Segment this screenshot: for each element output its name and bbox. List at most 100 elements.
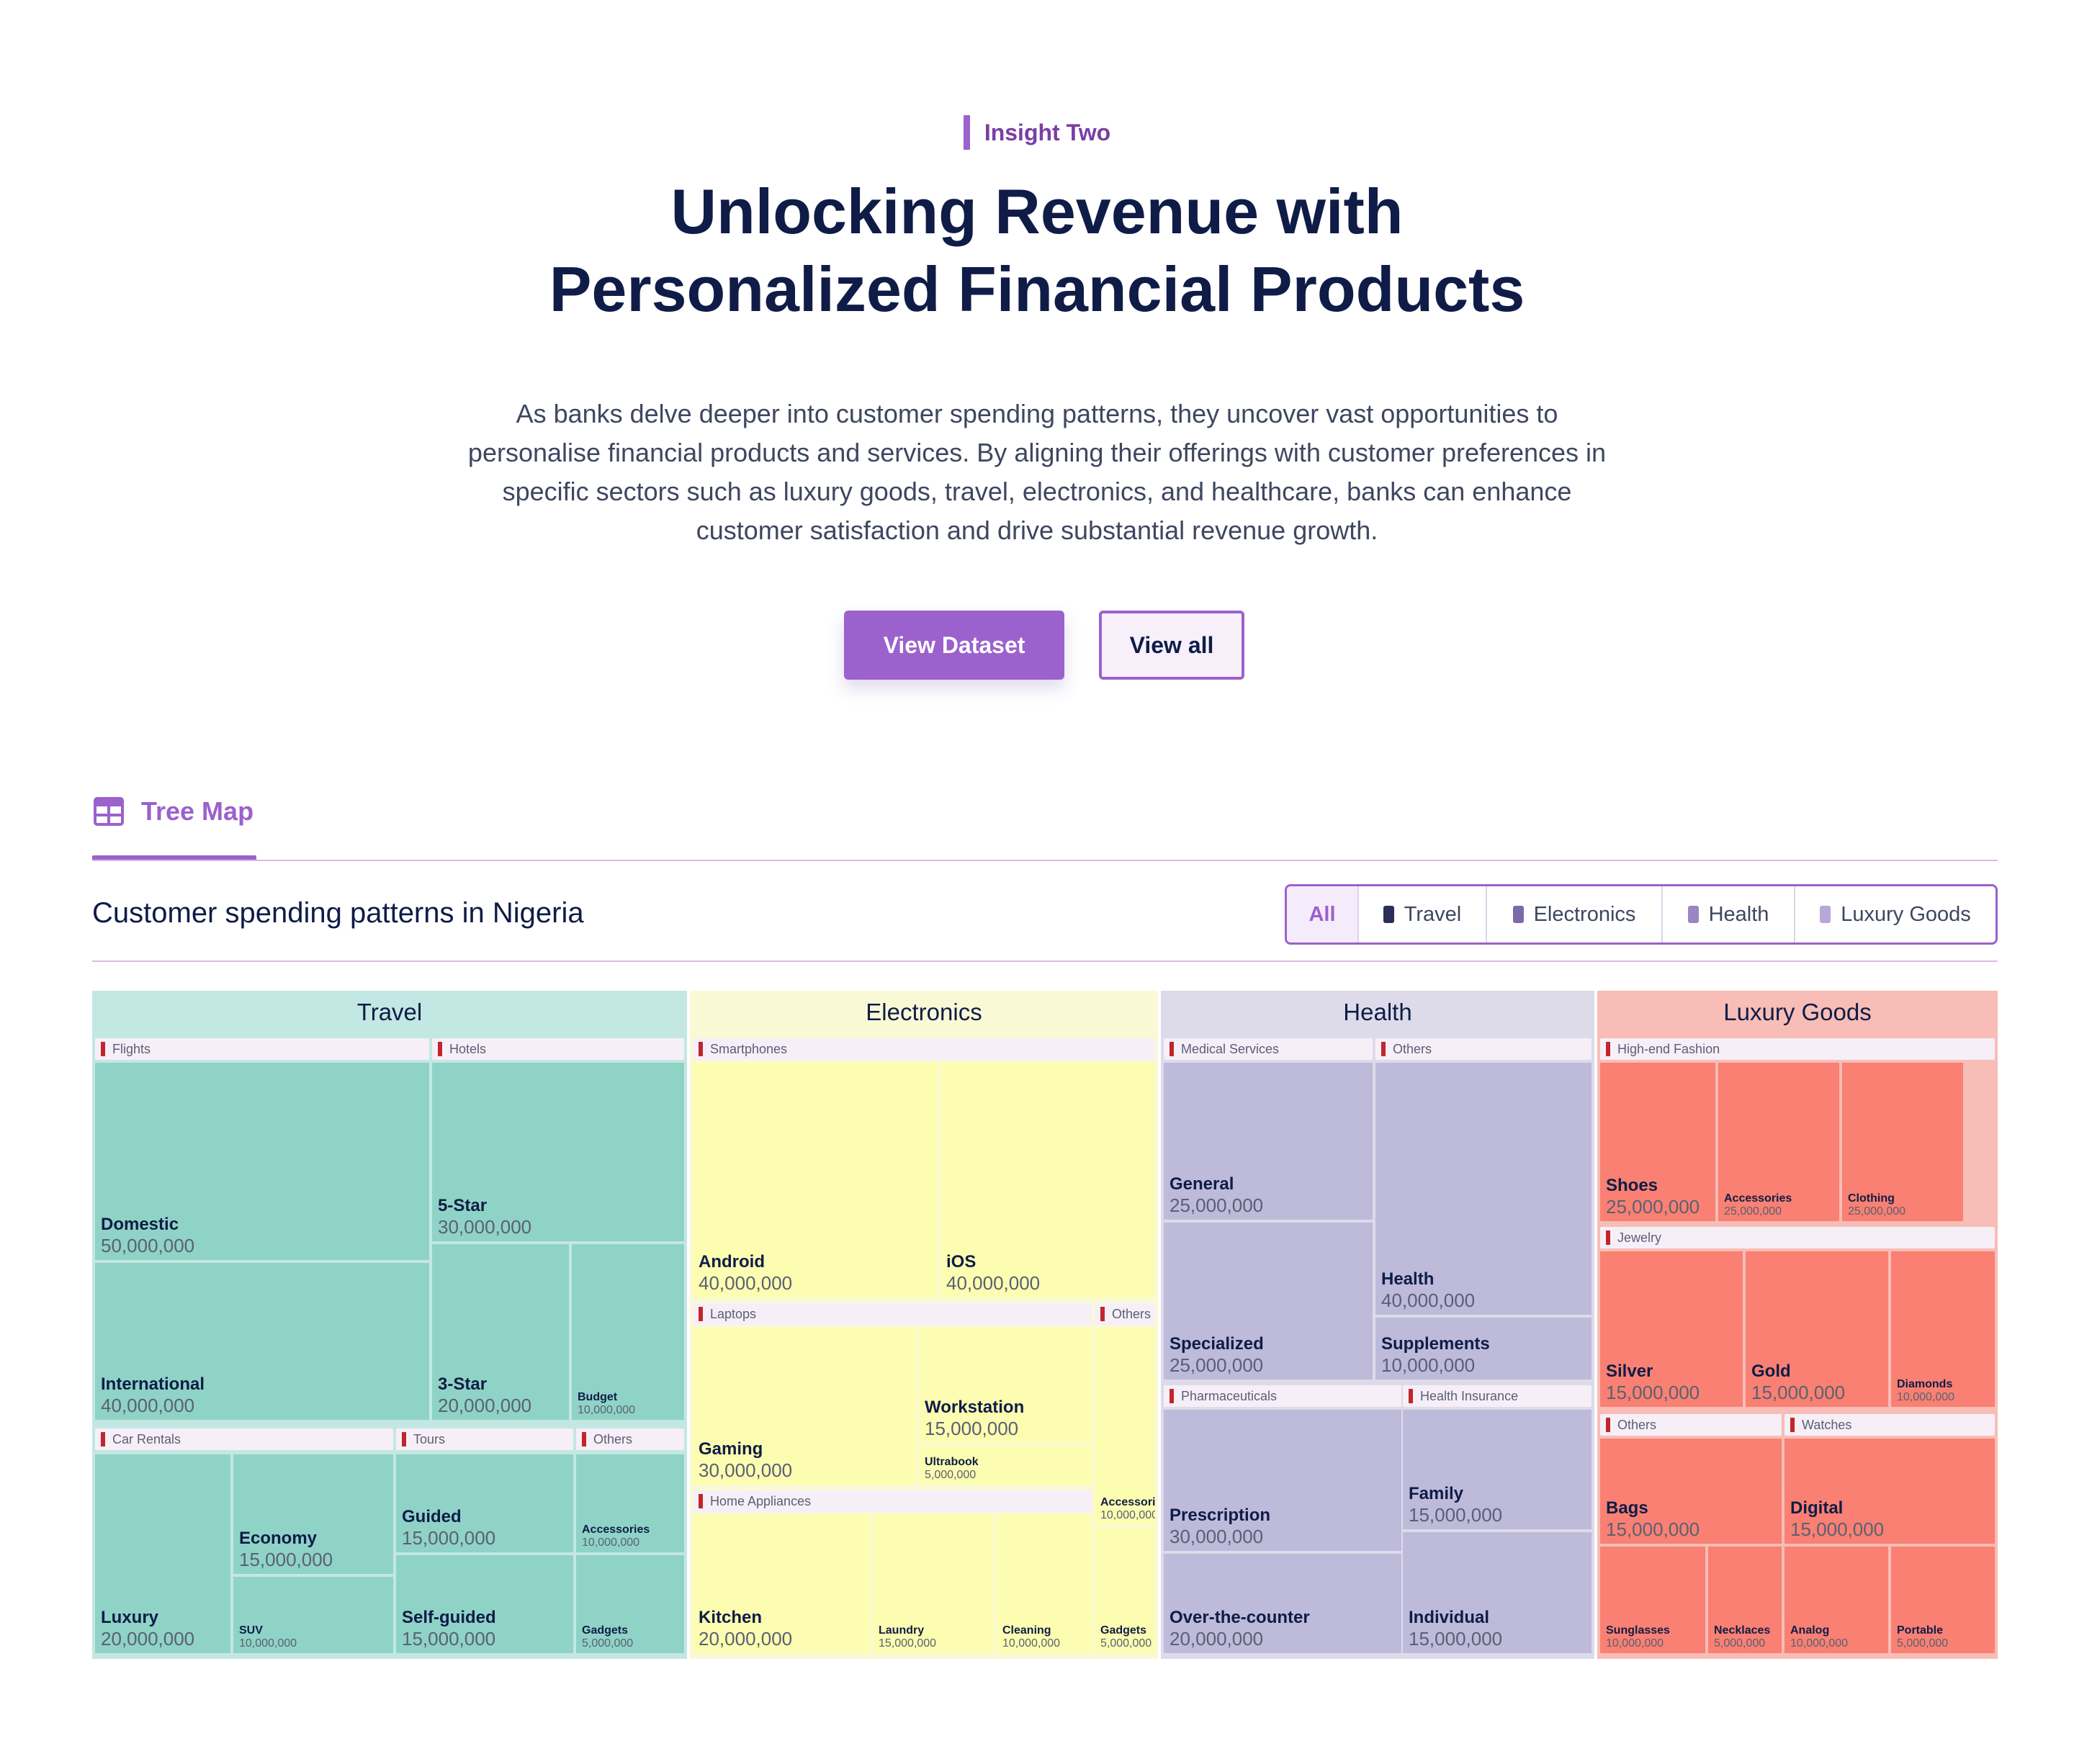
leaf-value: 20,000,000: [438, 1395, 532, 1416]
leaf-value: 15,000,000: [1409, 1504, 1503, 1526]
treemap-sector-luxury-goods: Luxury Goods High-end Fashion Jewelry Other…: [1597, 991, 1998, 1659]
leaf-name: Domestic: [101, 1215, 179, 1234]
leaf-value: 5,000,000: [1100, 1637, 1152, 1650]
treemap-leaf[interactable]: Prescription 30,000,000: [1164, 1410, 1401, 1551]
leaf-value: 30,000,000: [1170, 1526, 1264, 1547]
filter-travel-label: Travel: [1404, 902, 1462, 926]
filter-luxury-goods[interactable]: Luxury Goods: [1795, 886, 1996, 942]
leaf-value: 15,000,000: [1409, 1628, 1503, 1650]
eyebrow-label: Insight Two: [984, 119, 1111, 145]
filter-all[interactable]: All: [1287, 886, 1359, 942]
treemap-leaf[interactable]: Health 40,000,000: [1375, 1063, 1592, 1315]
treemap-leaf[interactable]: Android 40,000,000: [693, 1063, 938, 1297]
treemap-sector-health: Health Medical Services Others Pharmaceutic…: [1161, 991, 1594, 1659]
treemap-leaf[interactable]: Sunglasses 10,000,000: [1600, 1547, 1705, 1653]
treemap-leaf[interactable]: Digital 15,000,000: [1785, 1439, 1995, 1544]
leaf-value: 5,000,000: [582, 1637, 634, 1650]
treemap-group-label: Tours: [396, 1428, 573, 1450]
leaf-name: Clothing: [1848, 1192, 1895, 1205]
view-dataset-button[interactable]: View Dataset: [844, 611, 1064, 680]
leaf-name: Silver: [1606, 1362, 1653, 1381]
treemap-leaf[interactable]: Laundry 15,000,000: [873, 1515, 994, 1653]
group-marker-icon: [699, 1307, 703, 1321]
leaf-name: General: [1170, 1174, 1234, 1194]
treemap-leaf[interactable]: Analog 10,000,000: [1785, 1547, 1888, 1653]
leaf-value: 25,000,000: [1170, 1194, 1264, 1216]
group-label-text: Others: [1617, 1417, 1657, 1432]
group-marker-icon: [1606, 1418, 1610, 1432]
treemap-leaf[interactable]: Budget 10,000,000: [572, 1244, 684, 1420]
treemap-sector-title: Travel: [356, 999, 423, 1025]
treemap-leaf[interactable]: General 25,000,000: [1164, 1063, 1373, 1220]
group-marker-icon: [101, 1042, 105, 1056]
electronics-swatch-icon: [1512, 906, 1524, 923]
treemap-leaf[interactable]: Clothing 25,000,000: [1842, 1063, 1963, 1221]
treemap-sector-title: Electronics: [866, 999, 982, 1025]
leaf-name: Necklaces: [1714, 1624, 1771, 1637]
leaf-value: 20,000,000: [699, 1628, 793, 1650]
treemap-group-label: Health Insurance: [1403, 1385, 1592, 1407]
treemap-leaf[interactable]: Silver 15,000,000: [1600, 1251, 1743, 1407]
leaf-name: Workstation: [925, 1398, 1025, 1417]
treemap-leaf[interactable]: iOS 40,000,000: [941, 1063, 1155, 1297]
leaf-value: 15,000,000: [925, 1418, 1019, 1439]
treemap-leaf[interactable]: Cleaning 10,000,000: [997, 1515, 1092, 1653]
treemap-leaf[interactable]: Accessories 25,000,000: [1718, 1063, 1839, 1221]
treemap-leaf[interactable]: Shoes 25,000,000: [1600, 1063, 1715, 1221]
filter-luxury-goods-label: Luxury Goods: [1841, 902, 1971, 926]
tab-tree-map[interactable]: Tree Map: [94, 796, 253, 827]
leaf-name: Shoes: [1606, 1176, 1658, 1195]
treemap-leaf[interactable]: Individual 15,000,000: [1403, 1532, 1592, 1653]
leaf-value: 15,000,000: [1790, 1518, 1885, 1540]
group-label-text: Others: [1112, 1306, 1152, 1321]
leaf-name: Gadgets: [582, 1624, 629, 1637]
treemap-leaf[interactable]: Gadgets 5,000,000: [576, 1555, 684, 1653]
leaf-value: 15,000,000: [1606, 1382, 1700, 1403]
treemap-leaf[interactable]: Portable 5,000,000: [1891, 1547, 1995, 1653]
treemap-leaf[interactable]: International 40,000,000: [95, 1263, 429, 1420]
group-label-text: Laptops: [710, 1306, 757, 1321]
filter-health[interactable]: Health: [1663, 886, 1795, 942]
treemap-leaf[interactable]: Specialized 25,000,000: [1164, 1223, 1373, 1380]
tab-tree-map-label: Tree Map: [141, 796, 254, 826]
group-marker-icon: [1381, 1042, 1386, 1056]
group-marker-icon: [1790, 1418, 1795, 1432]
treemap-leaf[interactable]: Luxury 20,000,000: [95, 1454, 230, 1653]
leaf-value: 20,000,000: [101, 1628, 195, 1650]
filter-health-label: Health: [1708, 902, 1769, 926]
treemap-leaf[interactable]: Supplements 10,000,000: [1375, 1318, 1592, 1380]
treemap-leaf[interactable]: Over-the-counter 20,000,000: [1164, 1554, 1401, 1653]
treemap-leaf[interactable]: Gadgets 5,000,000: [1095, 1528, 1155, 1653]
group-marker-icon: [699, 1042, 703, 1056]
treemap-leaf[interactable]: Gaming 30,000,000: [693, 1328, 916, 1485]
treemap-leaf[interactable]: Domestic 50,000,000: [95, 1063, 429, 1260]
treemap-leaf[interactable]: Self-guided 15,000,000: [396, 1555, 573, 1653]
treemap-leaf[interactable]: Necklaces 5,000,000: [1708, 1547, 1782, 1653]
treemap-leaf[interactable]: Kitchen 20,000,000: [693, 1515, 870, 1653]
leaf-value: 5,000,000: [925, 1469, 977, 1481]
treemap-leaf[interactable]: Ultrabook 5,000,000: [919, 1446, 1092, 1485]
treemap-leaf[interactable]: Bags 15,000,000: [1600, 1439, 1782, 1544]
treemap-leaf[interactable]: Workstation 15,000,000: [919, 1328, 1092, 1443]
treemap-leaf[interactable]: SUV 10,000,000: [233, 1577, 393, 1653]
treemap-leaf[interactable]: 3-Star 20,000,000: [432, 1244, 569, 1420]
filter-travel[interactable]: Travel: [1359, 886, 1487, 942]
leaf-value: 5,000,000: [1714, 1637, 1766, 1650]
group-label-text: Others: [593, 1431, 633, 1446]
treemap-leaf[interactable]: Diamonds 10,000,000: [1891, 1251, 1995, 1407]
leaf-value: 10,000,000: [1606, 1637, 1664, 1650]
treemap-leaf[interactable]: 5-Star 30,000,000: [432, 1063, 684, 1241]
leaf-value: 40,000,000: [1381, 1290, 1476, 1311]
leaf-value: 10,000,000: [1100, 1509, 1155, 1521]
filter-electronics[interactable]: Electronics: [1487, 886, 1663, 942]
group-label-text: Health Insurance: [1420, 1388, 1519, 1403]
treemap-leaf[interactable]: Guided 15,000,000: [396, 1454, 573, 1552]
leaf-value: 40,000,000: [946, 1272, 1041, 1294]
treemap-leaf[interactable]: Gold 15,000,000: [1746, 1251, 1888, 1407]
view-all-button[interactable]: View all: [1099, 611, 1244, 680]
group-marker-icon: [101, 1432, 105, 1446]
treemap-leaf[interactable]: Economy 15,000,000: [233, 1454, 393, 1574]
treemap-leaf[interactable]: Family 15,000,000: [1403, 1410, 1592, 1529]
